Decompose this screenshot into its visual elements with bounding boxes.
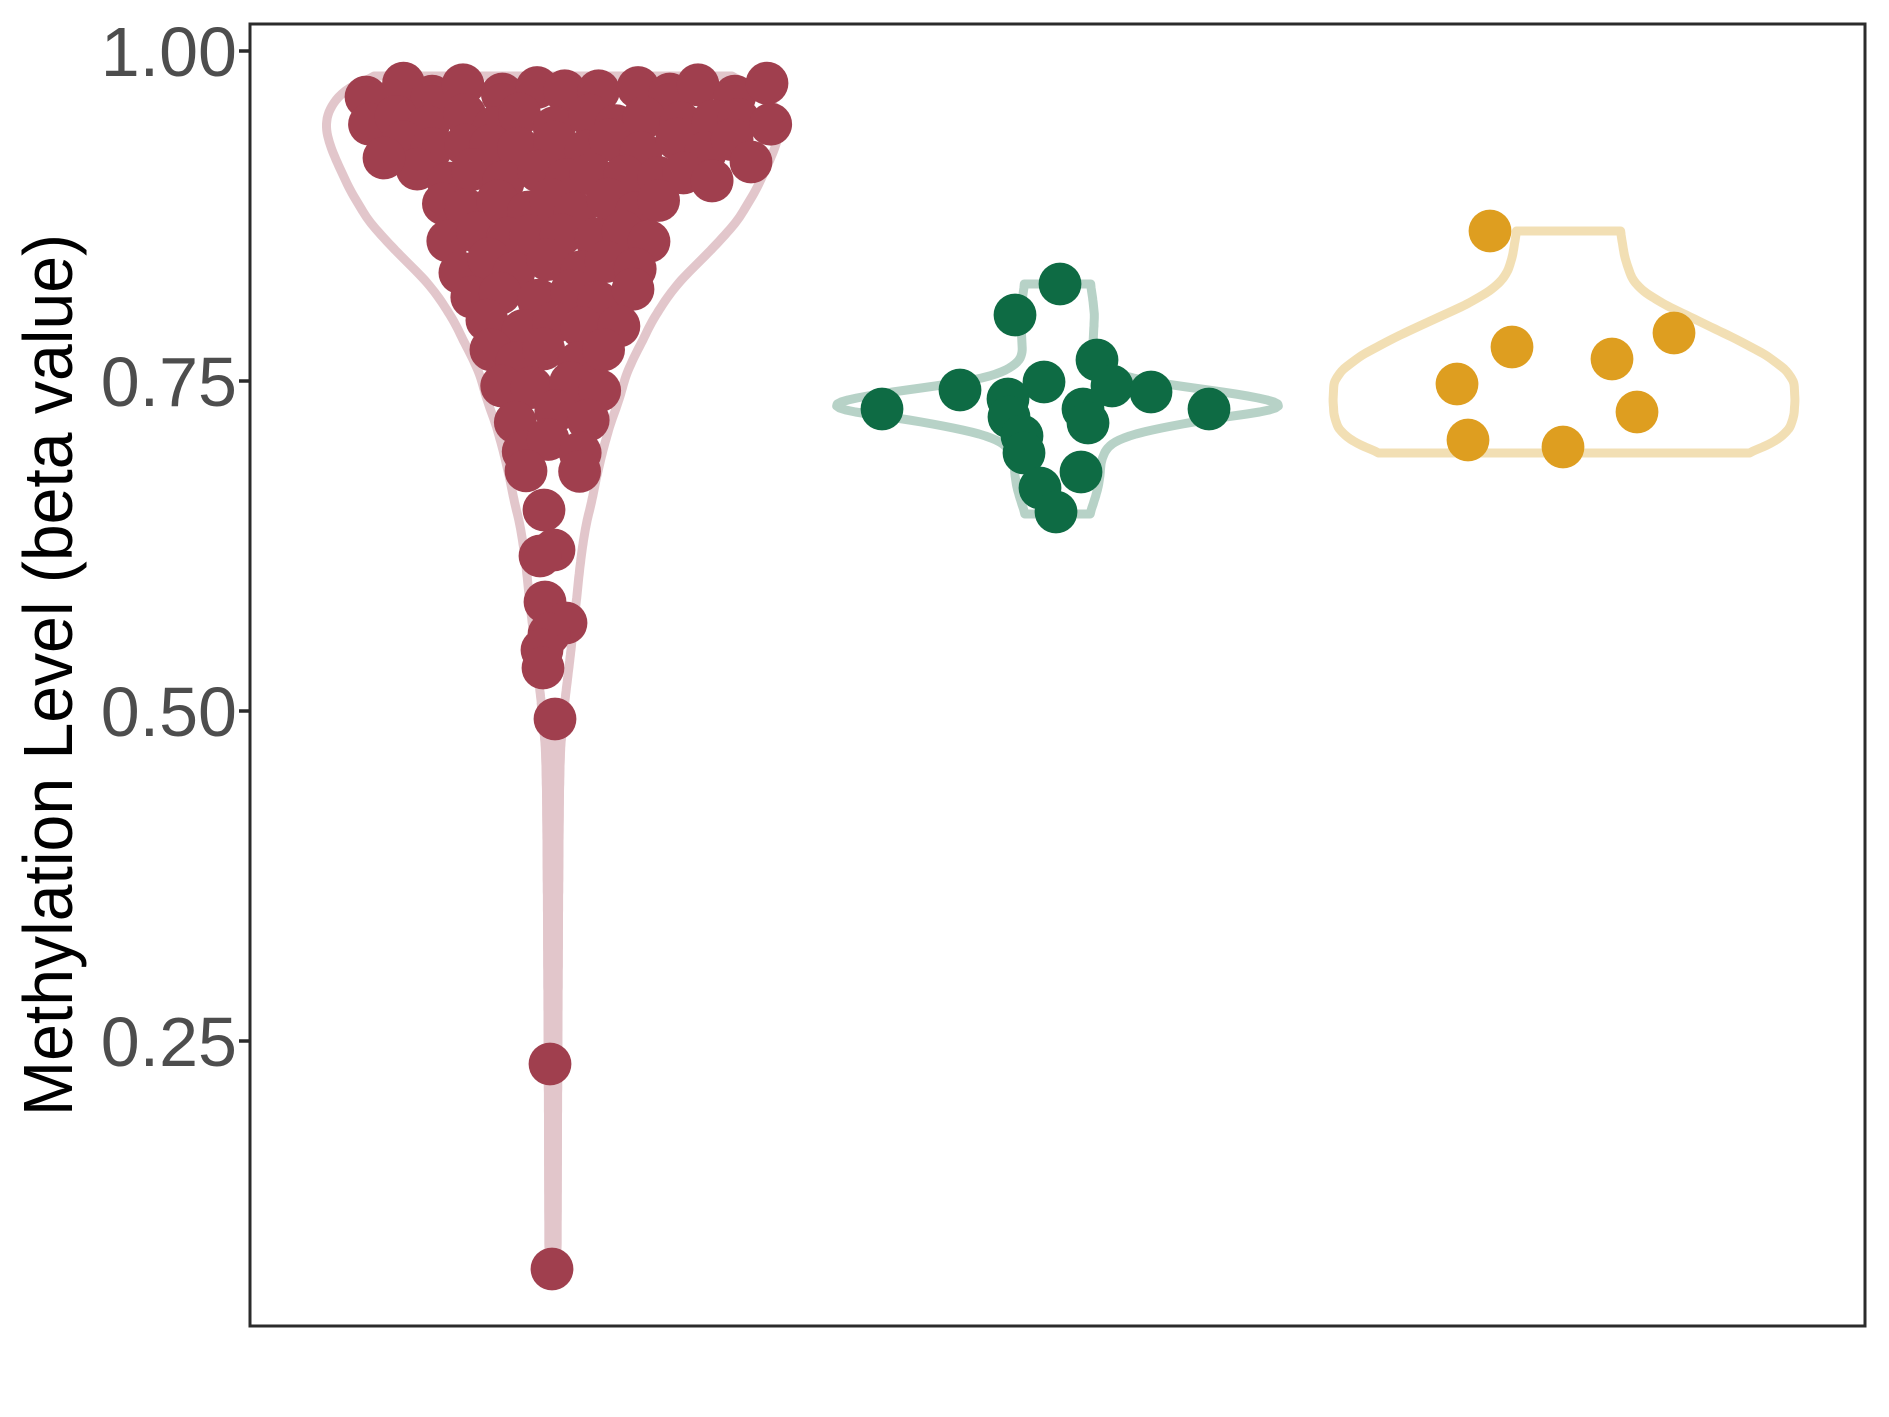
svg-text:Methylation Level (beta value): Methylation Level (beta value) [9,234,87,1116]
svg-text:0.25: 0.25 [101,1003,237,1081]
svg-text:0.50: 0.50 [101,673,237,751]
svg-text:0.75: 0.75 [101,343,237,421]
svg-text:1.00: 1.00 [101,13,237,91]
